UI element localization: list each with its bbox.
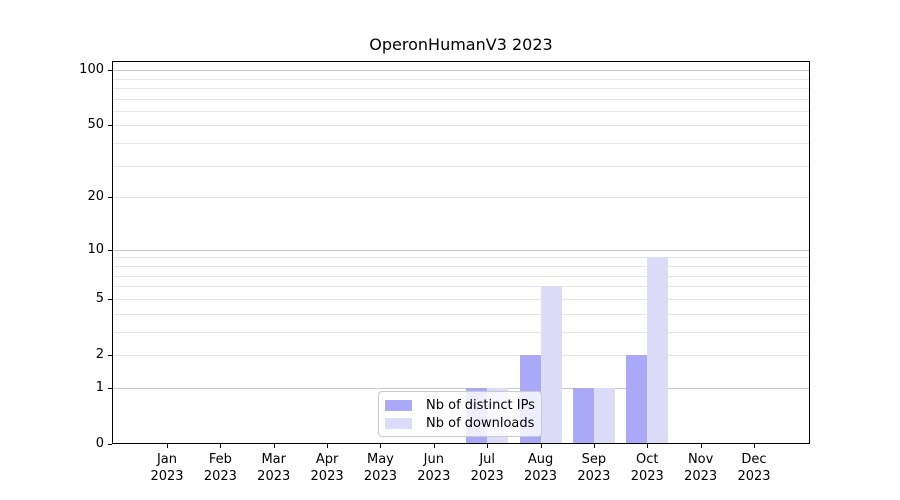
x-tick-mark: [167, 444, 168, 448]
x-tick-month: Mar: [261, 452, 286, 467]
x-tick-year: 2023: [417, 469, 451, 484]
x-tick-month: May: [367, 452, 394, 467]
y-gridline-minor: [112, 286, 810, 288]
x-tick-label-aug: Aug 2023: [509, 451, 573, 485]
x-tick-mark: [380, 444, 382, 448]
y-gridline-major: [112, 70, 810, 72]
x-tick-mark: [700, 444, 702, 448]
y-gridline-minor: [112, 78, 810, 80]
x-tick-year: 2023: [203, 469, 237, 484]
x-tick-mark: [647, 444, 649, 448]
x-tick-year: 2023: [257, 469, 291, 484]
y-tick-mark: [108, 444, 112, 445]
x-tick-month: Feb: [208, 452, 232, 467]
x-tick-label-jun: Jun 2023: [402, 451, 466, 485]
y-gridline-minor: [112, 165, 810, 167]
y-tick-label: 1: [95, 379, 104, 395]
y-tick-mark: [108, 354, 112, 356]
y-gridline-minor: [112, 265, 810, 267]
y-gridline-minor: [112, 87, 810, 89]
y-tick-label: 50: [87, 117, 104, 133]
chart-title: OperonHumanV3 2023: [369, 35, 553, 54]
x-tick-month: Oct: [636, 452, 659, 467]
y-gridline-minor: [112, 313, 810, 315]
legend-label-downloads: Nb of downloads: [426, 415, 535, 431]
x-tick-label-jan: Jan 2023: [135, 451, 199, 485]
bar-downloads-aug: [540, 286, 562, 444]
bar-distinct-ips-oct: [626, 355, 648, 444]
legend-swatch-downloads: [385, 417, 412, 429]
x-tick-label-dec: Dec 2023: [722, 451, 786, 485]
y-tick-mark: [108, 298, 112, 300]
x-tick-label-apr: Apr 2023: [295, 451, 359, 485]
x-tick-mark: [593, 444, 595, 448]
x-tick-year: 2023: [523, 469, 558, 484]
bar-distinct-ips-sep: [572, 387, 594, 444]
y-tick-mark: [108, 197, 112, 199]
x-tick-label-nov: Nov 2023: [669, 451, 733, 485]
y-tick-label: 20: [87, 189, 104, 205]
bar-downloads-sep: [593, 387, 615, 444]
x-tick-month: Jun: [423, 452, 444, 467]
y-gridline-minor: [112, 125, 810, 127]
y-gridline-minor: [112, 143, 810, 145]
x-tick-year: 2023: [150, 469, 184, 484]
x-tick-year: 2023: [630, 469, 664, 484]
x-tick-month: Jul: [479, 452, 496, 467]
x-tick-month: Aug: [527, 452, 554, 467]
y-tick-mark: [108, 249, 112, 251]
y-gridline-major: [112, 387, 810, 389]
x-tick-month: Sep: [581, 452, 607, 467]
x-tick-month: Nov: [687, 452, 714, 467]
y-gridline-minor: [112, 257, 810, 259]
x-tick-mark: [754, 444, 755, 448]
y-tick-mark: [108, 125, 112, 127]
x-tick-month: Apr: [315, 452, 339, 467]
y-tick-label: 0: [95, 436, 104, 451]
x-tick-mark: [220, 444, 222, 448]
bar-downloads-oct: [647, 257, 669, 444]
y-tick-label: 10: [87, 241, 104, 257]
legend-item-downloads: Nb of downloads: [385, 417, 541, 430]
y-tick-label: 100: [79, 62, 104, 78]
x-tick-month: Jan: [156, 452, 178, 467]
x-tick-year: 2023: [363, 469, 397, 484]
y-gridline-minor: [112, 110, 810, 112]
x-tick-label-jul: Jul 2023: [455, 451, 519, 485]
y-gridline-major: [112, 249, 810, 251]
x-tick-label-feb: Feb 2023: [188, 451, 252, 485]
plot-area: [112, 61, 810, 444]
y-gridline-minor: [112, 98, 810, 100]
x-tick-label-oct: Oct 2023: [615, 451, 679, 485]
x-tick-mark: [433, 444, 435, 448]
y-gridline-minor: [112, 354, 810, 356]
x-tick-year: 2023: [577, 469, 611, 484]
x-tick-year: 2023: [737, 469, 771, 484]
y-gridline-minor: [112, 298, 810, 300]
x-tick-year: 2023: [310, 469, 344, 484]
y-tick-mark: [108, 70, 112, 72]
y-tick-label: 2: [95, 346, 104, 362]
legend-item-distinct-ips: Nb of distinct IPs: [385, 399, 541, 412]
x-tick-label-may: May 2023: [348, 451, 412, 485]
x-tick-mark: [273, 444, 275, 448]
y-gridline-minor: [112, 197, 810, 199]
x-tick-mark: [540, 444, 542, 448]
legend: Nb of distinct IPs Nb of downloads: [378, 391, 542, 437]
x-tick-year: 2023: [470, 469, 504, 484]
x-tick-month: Dec: [741, 452, 767, 467]
y-tick-mark: [108, 387, 112, 389]
y-gridline-minor: [112, 275, 810, 277]
x-tick-mark: [487, 444, 489, 448]
legend-label-distinct-ips: Nb of distinct IPs: [426, 397, 535, 413]
x-tick-label-mar: Mar 2023: [242, 451, 306, 485]
y-gridline-minor: [112, 331, 810, 333]
legend-swatch-distinct-ips: [385, 399, 412, 411]
x-tick-year: 2023: [684, 469, 718, 484]
x-tick-mark: [327, 444, 329, 448]
x-tick-label-sep: Sep 2023: [562, 451, 626, 485]
y-tick-label: 5: [95, 290, 104, 306]
